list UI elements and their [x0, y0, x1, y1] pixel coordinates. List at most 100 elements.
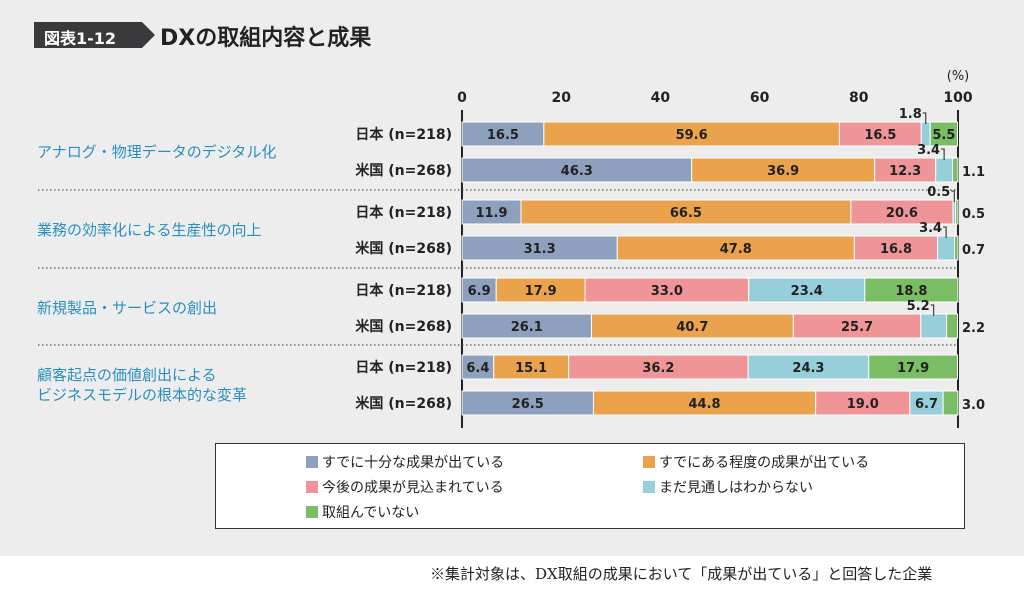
bar-row-label: 米国 (n=268) — [355, 162, 452, 179]
data-label: 6.9 — [468, 284, 491, 299]
bar-segment — [691, 157, 876, 183]
x-tick-label: 20 — [551, 90, 571, 106]
chart-legend: すでに十分な成果が出ている すでにある程度の成果が出ている今後の成果が見込まれてい… — [215, 443, 965, 529]
data-label: 5.5 — [932, 128, 955, 143]
bar-segment — [592, 390, 817, 416]
category-label: ビジネスモデルの根本的な変革 — [37, 386, 247, 404]
bar-segment — [747, 354, 870, 380]
data-label-leader — [930, 304, 935, 316]
legend-swatch — [643, 456, 655, 468]
bar-segment — [590, 313, 794, 339]
x-tick-label: 80 — [849, 90, 869, 106]
bar-segment — [495, 277, 586, 303]
category-label: アナログ・物理データのデジタル化 — [37, 143, 276, 161]
bar-segment — [461, 235, 618, 261]
bar-segment — [520, 199, 852, 225]
bar-row-label: 米国 (n=268) — [355, 395, 452, 412]
data-label: 15.1 — [515, 361, 547, 376]
data-label: 17.9 — [897, 361, 929, 376]
bar-segment — [853, 235, 939, 261]
data-label: 36.2 — [642, 361, 674, 376]
bar-segment — [850, 199, 954, 225]
category-label: 新規製品・サービスの創出 — [37, 299, 217, 317]
data-label-leader — [941, 148, 945, 160]
bar-segment — [616, 235, 855, 261]
x-tick-label: 60 — [750, 90, 770, 106]
data-label: 36.9 — [767, 164, 799, 179]
bar-row-label: 米国 (n=268) — [355, 240, 452, 257]
data-label-leader — [951, 190, 955, 202]
figure-number: 図表1-12 — [44, 29, 117, 48]
data-label-leader — [943, 226, 947, 238]
legend-label: すでにある程度の成果が出ている — [659, 455, 870, 471]
bar-segment — [461, 199, 522, 225]
bar-segment — [792, 313, 922, 339]
legend-item: すでにある程度の成果が出ている — [643, 452, 869, 472]
bar-segment — [461, 354, 495, 380]
bar-segment — [748, 277, 866, 303]
bar-segment — [543, 121, 840, 147]
bar-row-label: 日本 (n=218) — [355, 359, 452, 376]
bar-row-label: 米国 (n=268) — [355, 318, 452, 335]
bar-segment — [868, 354, 959, 380]
bar-segment — [584, 277, 750, 303]
data-label: 20.6 — [886, 206, 918, 221]
data-label: 6.4 — [466, 361, 489, 376]
bar-segment — [461, 313, 592, 339]
data-label: 11.9 — [475, 206, 507, 221]
data-label-leader — [922, 112, 927, 124]
bar-segment — [937, 235, 956, 261]
bar-row-label: 日本 (n=218) — [355, 282, 452, 299]
bar-segment — [568, 354, 749, 380]
bar-segment — [920, 313, 948, 339]
legend-item: 取組んでいない — [306, 502, 419, 522]
data-label: 16.5 — [487, 128, 519, 143]
x-tick-label: 40 — [651, 90, 671, 106]
x-axis-unit: (%) — [947, 69, 970, 84]
legend-label: すでに十分な成果が出ている — [322, 455, 505, 471]
data-label: 25.7 — [841, 320, 873, 335]
category-label: 顧客起点の価値創出による — [37, 366, 217, 384]
bar-segment — [815, 390, 911, 416]
data-label: 0.5 — [962, 207, 985, 222]
bar-segment — [461, 157, 693, 183]
data-label: 46.3 — [561, 164, 593, 179]
bar-segment — [838, 121, 922, 147]
data-label: 66.5 — [670, 206, 702, 221]
data-label: 18.8 — [895, 284, 927, 299]
bar-segment — [461, 277, 497, 303]
data-label: 23.4 — [791, 284, 823, 299]
legend-swatch — [306, 481, 318, 493]
legend-item: まだ見通しはわからない — [643, 477, 813, 497]
data-label: 3.4 — [917, 143, 940, 158]
data-label: 5.2 — [907, 299, 930, 314]
data-label: 47.8 — [720, 242, 752, 257]
footnote: ※集計対象は、DX取組の成果において「成果が出ている」と回答した企業 — [430, 565, 933, 583]
bar-segment — [954, 235, 959, 261]
x-tick-label: 0 — [457, 90, 467, 106]
bar-segment — [929, 121, 959, 147]
legend-label: 今後の成果が見込まれている — [322, 480, 504, 496]
legend-swatch — [306, 456, 318, 468]
bar-row-label: 日本 (n=218) — [355, 204, 452, 221]
data-label: 3.0 — [962, 398, 985, 413]
data-label: 33.0 — [651, 284, 683, 299]
data-label: 26.1 — [511, 320, 543, 335]
bar-segment — [864, 277, 959, 303]
data-label: 26.5 — [512, 397, 544, 412]
bar-segment — [955, 199, 959, 225]
data-label: 0.7 — [962, 243, 985, 258]
data-label: 3.4 — [919, 221, 942, 236]
bar-segment — [493, 354, 570, 380]
bar-segment — [946, 313, 959, 339]
data-label: 1.8 — [899, 107, 922, 122]
data-label: 24.3 — [792, 361, 824, 376]
data-label: 12.3 — [889, 164, 921, 179]
data-label: 31.3 — [524, 242, 556, 257]
legend-item: 今後の成果が見込まれている — [306, 477, 504, 497]
data-label: 6.7 — [915, 397, 938, 412]
data-label: 19.0 — [847, 397, 879, 412]
legend-swatch — [306, 506, 318, 518]
legend-swatch — [643, 481, 655, 493]
